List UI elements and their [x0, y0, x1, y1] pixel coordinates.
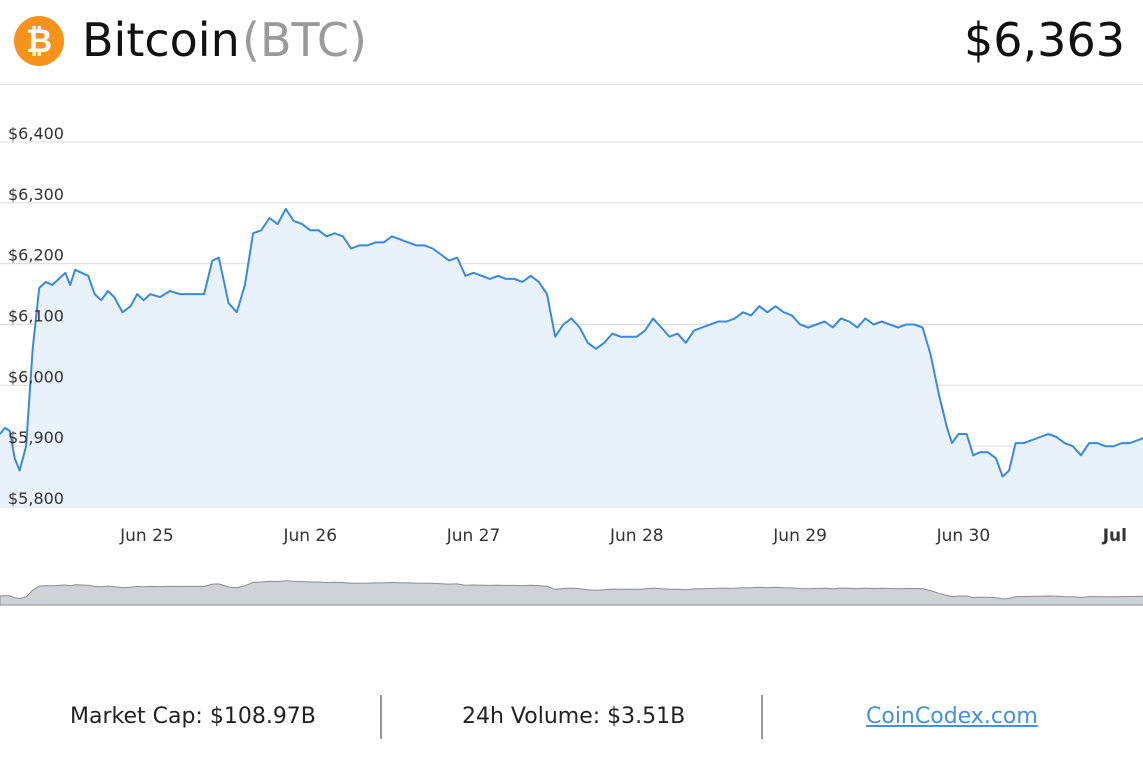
y-tick-label: $6,000 [8, 367, 64, 386]
x-tick-label: Jun 27 [446, 526, 501, 546]
x-tick-label: Jun 25 [119, 526, 174, 546]
x-tick-label: Jun 29 [772, 526, 827, 546]
y-tick-label: $6,400 [8, 124, 64, 143]
volume-navigator[interactable] [0, 555, 1143, 610]
y-tick-label: $5,800 [8, 489, 64, 508]
coin-symbol: (BTC) [242, 13, 367, 67]
current-price: $6,363 [964, 13, 1125, 67]
y-tick-label: $6,200 [8, 246, 64, 265]
x-tick-label: Jun 28 [609, 526, 664, 546]
x-tick-label: Jun 26 [282, 526, 337, 546]
price-line[interactable] [0, 207, 1143, 478]
y-tick-label: $6,300 [8, 185, 64, 204]
navigator-area[interactable] [0, 580, 1143, 606]
footer-divider [380, 695, 382, 739]
volume-24h: 24h Volume: $3.51B [462, 704, 686, 729]
x-tick-label: Jun 30 [936, 526, 991, 546]
bitcoin-icon: ₿ [14, 16, 64, 66]
footer: Market Cap: $108.97B 24h Volume: $3.51B … [0, 695, 1143, 739]
x-axis-labels: Jun 25 Jun 26 Jun 27 Jun 28 Jun 29 Jun 30 Jul [119, 526, 1127, 546]
x-tick-label: Jul [1102, 526, 1127, 546]
market-cap: Market Cap: $108.97B [70, 704, 316, 729]
y-tick-label: $5,900 [8, 428, 64, 447]
coin-name: Bitcoin [82, 13, 240, 67]
y-axis-labels: $5,800 $5,900 $6,000 $6,100 $6,200 $6,300 $6,4… [8, 124, 64, 508]
footer-divider [761, 695, 763, 739]
price-area [0, 208, 1143, 507]
y-tick-label: $6,100 [8, 307, 64, 326]
header: ₿ Bitcoin (BTC) $6,363 [0, 0, 1143, 85]
price-chart[interactable]: $5,800 $5,900 $6,000 $6,100 $6,200 $6,300 $6,4… [0, 100, 1143, 550]
coincodex-link[interactable]: CoinCodex.com [866, 704, 1038, 729]
